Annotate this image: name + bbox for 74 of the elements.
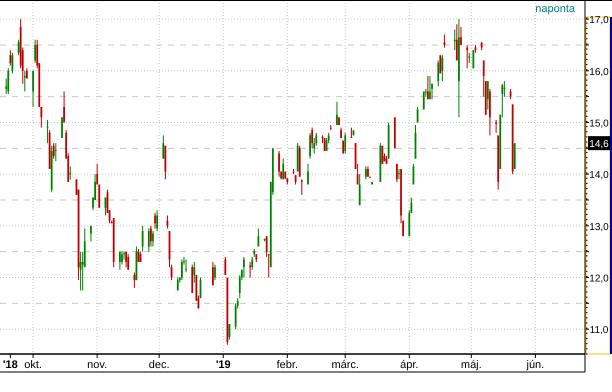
x-tick-label: ápr.	[400, 359, 418, 371]
annotation: naponta	[535, 3, 576, 15]
candlestick	[309, 132, 311, 160]
candlestick	[118, 251, 121, 270]
y-tick-label: 13,0	[589, 222, 610, 233]
candlestick	[63, 90, 65, 123]
candlestick	[90, 225, 92, 242]
x-tick-label: febr.	[276, 359, 298, 371]
candlestick	[510, 88, 512, 100]
candlestick	[472, 50, 474, 69]
candlestick	[125, 251, 127, 268]
candlestick	[412, 163, 414, 185]
candlestick	[324, 137, 326, 152]
candlestick	[350, 127, 352, 138]
text: 14,6	[589, 139, 610, 150]
candlestick	[243, 256, 245, 278]
candlestick	[249, 262, 252, 278]
candlestick	[46, 119, 48, 144]
candlestick	[181, 258, 183, 281]
candlestick	[427, 75, 429, 100]
candlestick	[12, 52, 14, 74]
candlestick	[342, 140, 344, 154]
x-tick-label: nov.	[87, 359, 108, 371]
x-tick-label: jún.	[526, 359, 544, 371]
candlestick	[441, 54, 444, 82]
y-tick-label: 16,0	[589, 66, 610, 78]
candlestick	[336, 101, 338, 126]
x-tick-label: '19	[216, 359, 231, 371]
candlestick	[429, 75, 431, 100]
candlestick	[152, 230, 154, 248]
candlestick	[212, 262, 214, 286]
candlestick	[444, 34, 446, 48]
y-tick-label: 11,0	[590, 325, 609, 336]
candlestick	[257, 228, 260, 248]
candlestick	[156, 210, 158, 232]
x-tick-label: márc.	[331, 359, 359, 371]
candlestick	[18, 39, 20, 56]
candlestick	[398, 168, 400, 180]
candlestick	[294, 174, 296, 185]
candlestick	[396, 163, 398, 182]
candlestick	[495, 119, 498, 134]
candlestick	[32, 70, 34, 108]
candlestick	[228, 324, 230, 340]
candlestick	[460, 26, 462, 46]
candlestick	[150, 225, 152, 248]
candlestick	[326, 137, 328, 152]
x-tick-label: '18	[2, 359, 18, 371]
candlestick	[142, 225, 144, 252]
candlestick	[200, 277, 202, 299]
candlestick	[410, 196, 412, 214]
candlestick	[340, 127, 342, 138]
y-tick-label: 12,0	[589, 274, 610, 285]
y-tick-label: 15,0	[589, 118, 610, 130]
candlestick	[166, 215, 168, 229]
y-tick-label: 14,0	[589, 170, 610, 182]
candlestick	[307, 163, 309, 185]
candlestick	[133, 272, 136, 288]
x-tick-label: dec.	[148, 359, 170, 371]
candlestick	[214, 264, 216, 281]
x-tick-label: máj.	[460, 359, 482, 371]
x-tick-label: okt.	[24, 359, 42, 371]
candlestick	[364, 166, 367, 180]
candlestick	[382, 145, 384, 164]
candlestick	[416, 106, 418, 123]
candlestick	[61, 116, 63, 138]
candlestick	[278, 150, 280, 178]
candlestick	[80, 251, 82, 291]
candlestick	[34, 39, 36, 64]
candlestick	[138, 248, 140, 263]
candlestick	[104, 196, 106, 216]
y-tick-label: 17,0	[589, 15, 610, 26]
candlestick	[154, 212, 156, 229]
candlestick	[185, 258, 187, 273]
candlestick	[311, 127, 314, 149]
